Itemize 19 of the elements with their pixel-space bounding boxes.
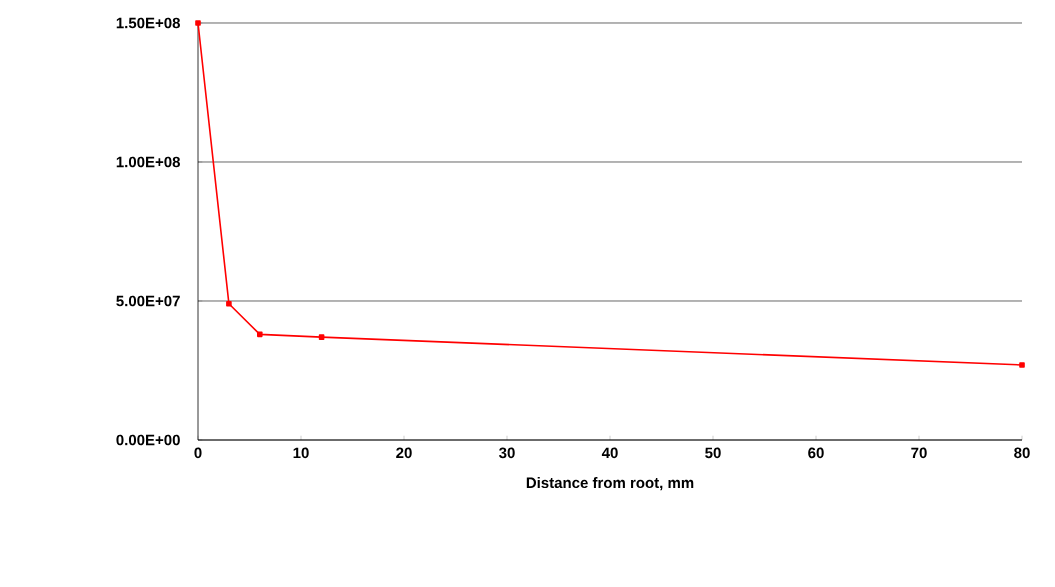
x-tick-label: 60 (808, 447, 824, 459)
x-tick-label: 40 (601, 447, 618, 459)
y-tick-label: 5.00E+07 (116, 295, 180, 307)
point (257, 331, 263, 338)
x-tick-label: 20 (396, 447, 412, 459)
x-tick-label: 50 (705, 447, 721, 459)
point (226, 300, 232, 307)
y-tick-label: 1.50E+08 (116, 17, 180, 29)
point (318, 334, 325, 340)
y-tick-label: 1.00E+08 (116, 156, 180, 168)
x-axis-title: Distance from root, mm (526, 477, 694, 491)
point (1019, 362, 1025, 368)
point (195, 20, 201, 26)
y-tick-label: 0.00E+00 (116, 434, 180, 446)
x-tick-label: 0 (194, 447, 202, 459)
x-tick-label: 30 (499, 447, 515, 459)
x-tick-label: 70 (911, 447, 927, 459)
x-tick-label: 10 (293, 447, 309, 459)
x-tick-label: 80 (1014, 447, 1030, 459)
